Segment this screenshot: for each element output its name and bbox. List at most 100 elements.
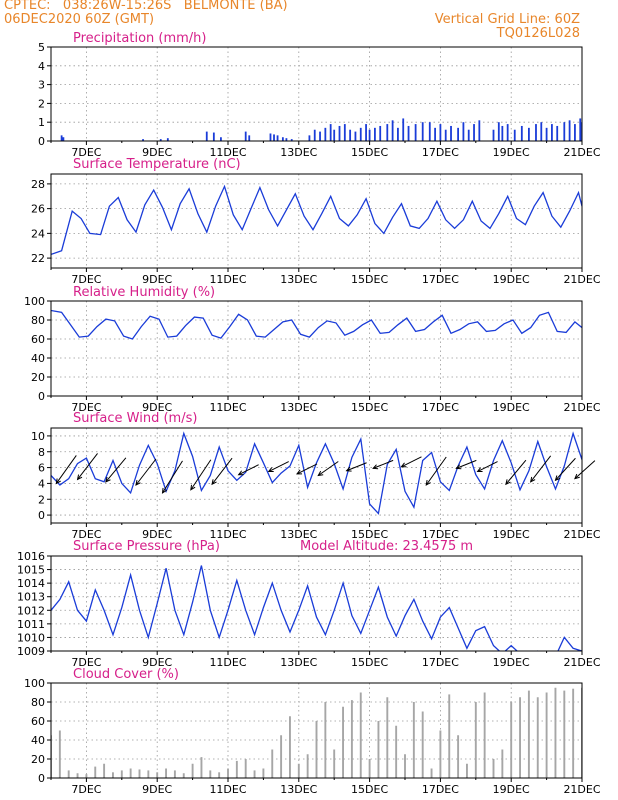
y-tick-label: 1013: [17, 591, 45, 604]
precip-bar: [142, 139, 144, 141]
precip-bar: [313, 129, 316, 141]
precip-bar: [329, 124, 332, 141]
x-tick-label: 7DEC: [71, 528, 101, 541]
x-tick-label: 21DEC: [563, 528, 600, 541]
x-tick-label: 15DEC: [351, 656, 388, 669]
x-tick-label: 15DEC: [351, 146, 388, 159]
panel-frame: [50, 555, 583, 652]
y-tick-label: 60: [31, 333, 45, 346]
wind-vector: [505, 459, 527, 485]
y-tick-label: 0: [38, 509, 45, 522]
header-station: CPTEC: 038:26W-15:26S BELMONTE (BA): [4, 0, 288, 13]
header-date: 06DEC2020 60Z (GMT): [4, 12, 155, 27]
precip-bar: [545, 127, 548, 141]
cloud-bar: [474, 702, 477, 778]
y-tick-label: 26: [31, 203, 45, 216]
x-tick-label: 13DEC: [280, 528, 317, 541]
precip-bar: [205, 131, 208, 141]
precip-bar: [540, 122, 543, 141]
precip-bar: [579, 118, 582, 141]
wind-vector-head: [554, 475, 561, 482]
precip-bar: [467, 129, 470, 141]
x-tick-label: 19DEC: [493, 146, 530, 159]
cloud-bar: [527, 690, 530, 778]
cloud-bar: [191, 763, 194, 778]
wind-vector: [477, 461, 498, 472]
wind-vector: [162, 460, 183, 494]
precip-bar: [359, 127, 362, 141]
x-tick-label: 17DEC: [422, 146, 459, 159]
cloud-bar: [492, 759, 495, 778]
wind-vector: [425, 456, 447, 486]
y-tick-label: 20: [31, 753, 45, 766]
x-tick-label: 11DEC: [209, 146, 246, 159]
y-tick-label: 0: [38, 772, 45, 785]
precip-bar: [397, 127, 399, 141]
precip-bar: [248, 135, 251, 141]
precip-bar: [290, 139, 293, 141]
wind-vector-head: [267, 467, 274, 473]
precip-bar: [492, 129, 495, 141]
precip-bar: [276, 135, 279, 141]
wind-vector: [346, 462, 367, 472]
panel-title: Surface Wind (m/s): [73, 411, 197, 426]
y-tick-label: 1012: [17, 604, 45, 617]
header-grid-line: Vertical Grid Line: 60Z: [434, 12, 580, 27]
cloud-bar: [103, 763, 106, 778]
y-tick-label: 100: [24, 295, 45, 308]
cloud-bar: [466, 763, 468, 778]
wind-vector-head: [400, 462, 407, 468]
cloud-bar: [289, 716, 291, 778]
series-line-4: [51, 565, 582, 651]
x-tick-label: 11DEC: [209, 273, 246, 286]
y-tick-label: 10: [31, 430, 45, 443]
cloud-bar: [501, 749, 504, 778]
panel-title: Precipitation (mm/h): [73, 31, 206, 46]
cloud-bar: [554, 687, 557, 778]
cloud-bar: [483, 692, 486, 778]
cloud-bar: [173, 770, 176, 778]
cloud-bar: [519, 697, 521, 778]
y-tick-label: 1009: [17, 645, 45, 658]
y-tick-label: 60: [31, 715, 45, 728]
cloud-bar: [545, 692, 548, 778]
cloud-bar: [85, 774, 88, 778]
cloud-bar: [333, 749, 336, 778]
x-tick-label: 17DEC: [422, 528, 459, 541]
cloud-bar: [253, 770, 256, 778]
y-tick-label: 1016: [17, 550, 45, 563]
precip-bar: [439, 124, 442, 141]
cloud-bar: [67, 770, 70, 778]
cloud-bar: [563, 690, 566, 778]
y-tick-label: 20: [31, 371, 45, 384]
wind-vector-head: [529, 476, 536, 483]
y-tick-label: 40: [31, 734, 45, 747]
x-tick-label: 9DEC: [142, 656, 172, 669]
precip-bar: [386, 124, 389, 141]
precip-bar: [354, 131, 357, 141]
x-tick-label: 17DEC: [422, 656, 459, 669]
panel-frame: [50, 300, 583, 397]
wind-vector-head: [135, 480, 141, 486]
y-tick-label: 2: [38, 97, 45, 110]
wind-vector: [574, 460, 596, 480]
series-line-1: [51, 184, 582, 256]
y-tick-label: 80: [31, 696, 45, 709]
x-tick-label: 7DEC: [71, 783, 101, 796]
precip-bar: [428, 122, 431, 141]
precip-bar: [501, 125, 504, 141]
precip-bar: [478, 120, 481, 141]
precip-bar: [374, 127, 376, 141]
wind-vector: [238, 464, 259, 476]
x-tick-label: 19DEC: [493, 783, 530, 796]
cloud-bar: [430, 768, 433, 778]
precip-bar: [551, 124, 553, 141]
cloud-bar: [58, 730, 61, 778]
wind-vector-head: [574, 473, 580, 480]
wind-vector: [190, 459, 212, 491]
cloud-bar: [227, 768, 229, 778]
cloud-bar: [244, 759, 247, 778]
x-tick-label: 19DEC: [493, 273, 530, 286]
wind-vector: [105, 457, 127, 483]
